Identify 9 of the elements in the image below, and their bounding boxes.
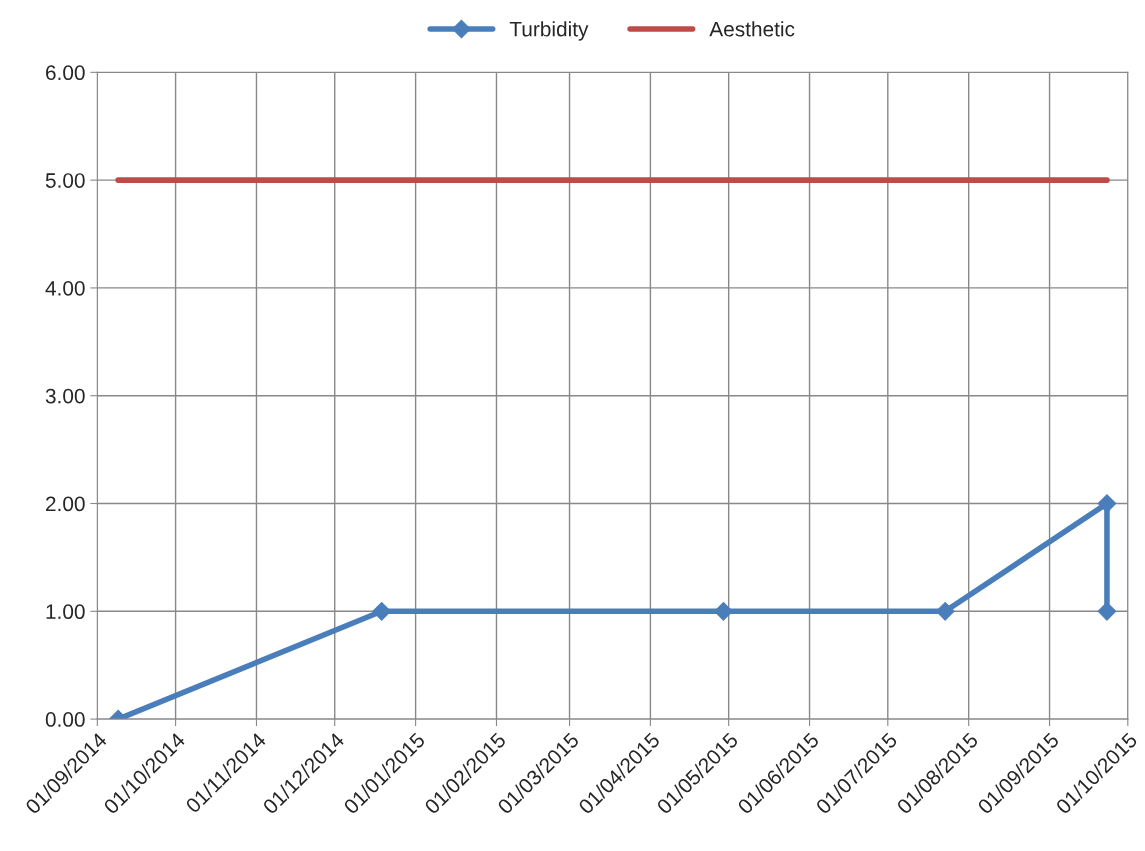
- y-tick-label: 2.00: [46, 496, 85, 512]
- y-tick-label: 4.00: [45, 280, 85, 296]
- y-tick-label: 0.00: [45, 712, 85, 727]
- legend-label: Turbidity: [509, 21, 589, 41]
- y-tick-label: 1.00: [46, 604, 85, 620]
- y-tick-label: 6.00: [46, 65, 85, 81]
- legend-label: Aesthetic: [709, 21, 795, 37]
- y-tick-label: 3.00: [45, 388, 85, 404]
- y-tick-label: 5.00: [45, 173, 85, 188]
